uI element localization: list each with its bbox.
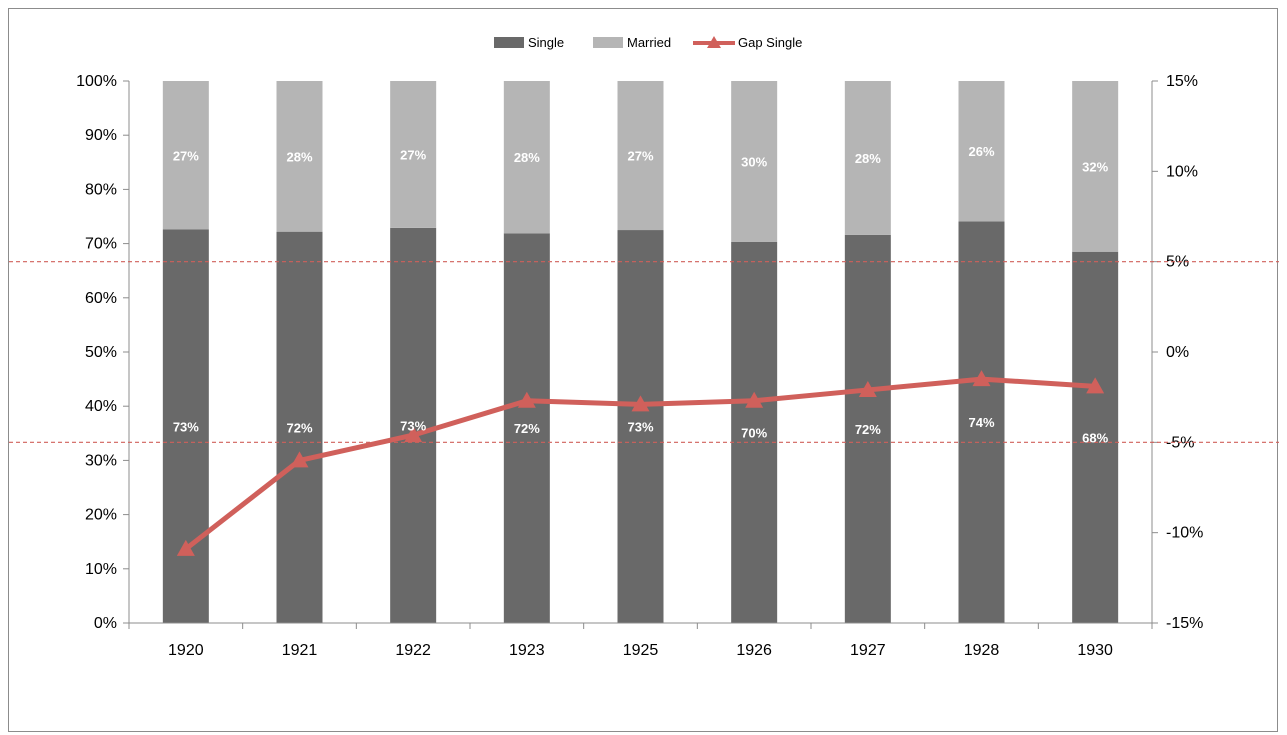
bar-married <box>503 81 550 234</box>
y-left-tick-label: 30% <box>85 452 117 469</box>
y-left-tick-label: 70% <box>85 236 117 253</box>
y-left-tick-label: 100% <box>76 73 117 90</box>
x-tick-label: 1926 <box>736 642 772 659</box>
chart-frame: 0% 10% 20% 30% 40% 50% 60% 70% 80% 90% 100% -15% -10… <box>8 8 1279 732</box>
x-tick-label: 1921 <box>282 642 318 659</box>
data-label-married: 28% <box>286 149 312 164</box>
y-right-tick-label: 5% <box>1166 254 1189 271</box>
y-left-tick-label: 10% <box>85 561 117 578</box>
bar-married <box>617 81 664 231</box>
bar-married <box>162 81 209 230</box>
gap-single-marker <box>1086 377 1105 394</box>
data-label-married: 27% <box>627 149 653 164</box>
y-left-tick-label: 80% <box>85 181 117 198</box>
data-label-single: 72% <box>855 422 881 437</box>
y-left-tick-label: 90% <box>85 127 117 144</box>
bar-single <box>844 234 891 624</box>
gap-single-marker <box>404 426 423 443</box>
bar-single <box>162 229 209 623</box>
data-label-single: 68% <box>1082 430 1108 445</box>
y-left-tick-label: 60% <box>85 290 117 307</box>
y-right-tick-label: 15% <box>1166 73 1198 90</box>
bar-married <box>731 81 778 242</box>
y-left-tick-label: 20% <box>85 507 117 524</box>
y-left-tick-label: 0% <box>94 615 117 632</box>
legend-label-married: Married <box>627 35 671 50</box>
x-tick-label: 1925 <box>623 642 659 659</box>
legend-label-single: Single <box>528 35 564 50</box>
bar-married <box>390 81 437 228</box>
x-tick-label: 1923 <box>509 642 545 659</box>
gap-single-marker <box>631 395 650 412</box>
data-label-married: 30% <box>741 154 767 169</box>
bar-single <box>958 221 1005 624</box>
legend-label-gap: Gap Single <box>738 35 802 50</box>
gap-single-marker <box>972 370 991 387</box>
bar-single <box>1072 251 1119 624</box>
y-right-tick-label: -15% <box>1166 615 1203 632</box>
bar-single <box>503 233 550 623</box>
data-label-married: 28% <box>855 151 881 166</box>
y-right-tick-label: 0% <box>1166 344 1189 361</box>
data-label-married: 26% <box>968 144 994 159</box>
gap-single-marker <box>745 391 764 408</box>
gap-single-marker <box>517 391 536 408</box>
data-label-married: 32% <box>1082 159 1108 174</box>
data-label-married: 28% <box>514 150 540 165</box>
x-tick-label: 1930 <box>1077 642 1113 659</box>
x-tick-label: 1928 <box>964 642 1000 659</box>
data-label-single: 73% <box>173 419 199 434</box>
x-tick-label: 1927 <box>850 642 886 659</box>
y-right-tick-label: 10% <box>1166 163 1198 180</box>
data-label-single: 74% <box>968 415 994 430</box>
bar-single <box>276 231 323 623</box>
data-label-single: 73% <box>400 418 426 433</box>
y-left-tick-label: 50% <box>85 344 117 361</box>
gap-single-marker <box>176 539 195 556</box>
data-label-single: 72% <box>286 420 312 435</box>
bar-single <box>390 227 437 623</box>
x-tick-label: 1920 <box>168 642 204 659</box>
x-tick-label: 1922 <box>395 642 431 659</box>
bar-single <box>617 230 664 624</box>
bar-single <box>731 241 778 623</box>
gap-single-marker <box>858 380 877 397</box>
y-right-tick-label: -10% <box>1166 525 1203 542</box>
bar-married <box>844 81 891 235</box>
data-label-married: 27% <box>400 147 426 162</box>
data-label-single: 70% <box>741 425 767 440</box>
chart-svg: 0% 10% 20% 30% 40% 50% 60% 70% 80% 90% 100% -15% -10… <box>9 35 1279 659</box>
data-label-single: 72% <box>514 421 540 436</box>
legend-swatch-single <box>494 37 524 48</box>
bar-married <box>1072 81 1119 252</box>
y-left-tick-label: 40% <box>85 398 117 415</box>
legend-marker-gap <box>707 36 721 48</box>
gap-single-marker <box>290 451 309 468</box>
bar-married <box>958 81 1005 222</box>
data-label-married: 27% <box>173 148 199 163</box>
data-label-single: 73% <box>627 420 653 435</box>
legend-swatch-married <box>593 37 623 48</box>
bar-married <box>276 81 323 232</box>
